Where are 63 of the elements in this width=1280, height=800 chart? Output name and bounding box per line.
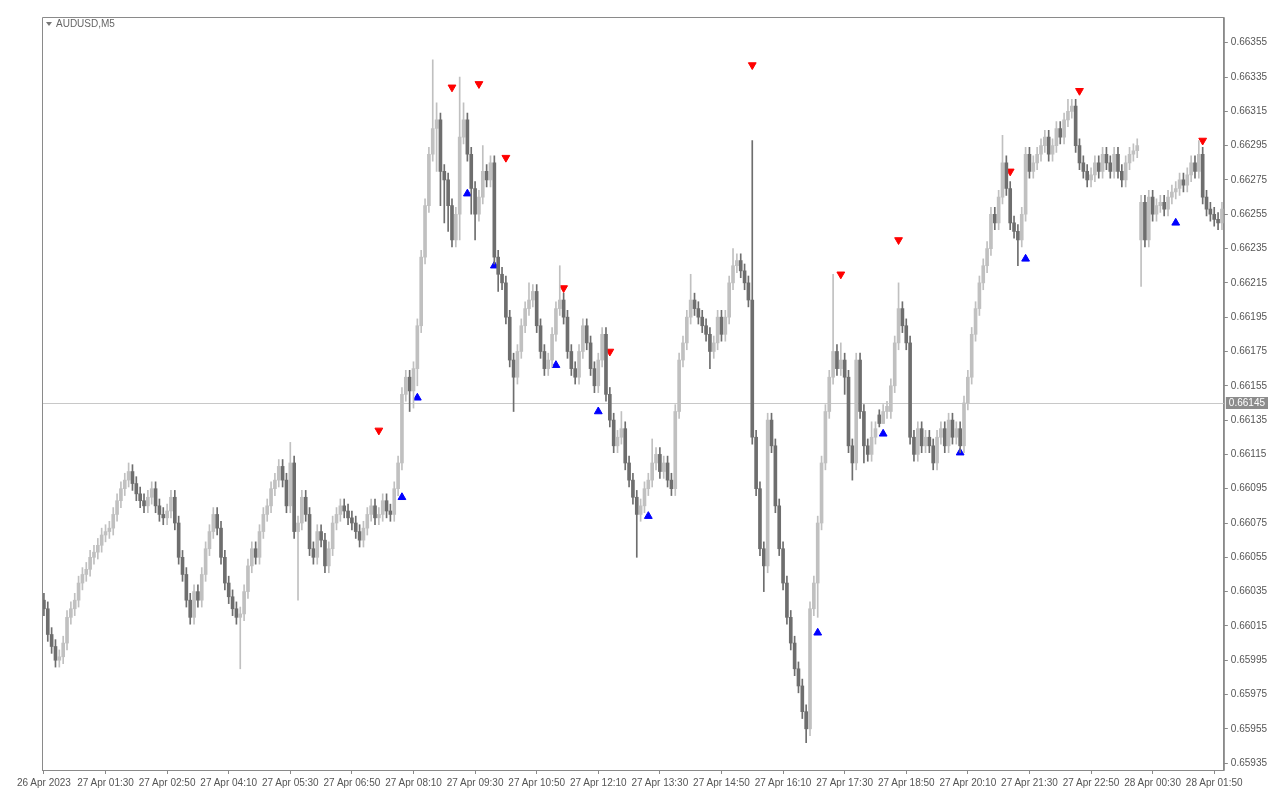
point xyxy=(1171,217,1181,226)
y-tick-label: 0.66315 xyxy=(1230,105,1268,117)
y-tick-label: 0.66255 xyxy=(1230,208,1268,220)
x-tick-label: 27 Apr 13:30 xyxy=(631,776,689,788)
x-tick-label: 28 Apr 01:50 xyxy=(1185,776,1244,788)
x-tick-label: 27 Apr 02:50 xyxy=(138,776,196,788)
x-tick-label: 27 Apr 20:10 xyxy=(939,776,997,788)
y-tick-label: 0.66075 xyxy=(1230,516,1268,528)
x-tick-label: 27 Apr 04:10 xyxy=(200,776,258,788)
x-tick-label: 27 Apr 14:50 xyxy=(693,776,751,788)
x-tick-label: 27 Apr 22:50 xyxy=(1062,776,1120,788)
x-tick-label: 27 Apr 10:50 xyxy=(508,776,566,788)
y-tick-label: 0.65935 xyxy=(1230,756,1268,768)
point xyxy=(1021,253,1030,262)
y-tick-label: 0.66355 xyxy=(1230,36,1268,48)
point xyxy=(501,154,511,163)
ref-line-label: 0.66145 xyxy=(1228,396,1266,408)
point xyxy=(374,427,384,436)
point xyxy=(836,271,846,280)
point xyxy=(747,62,757,71)
y-tick-label: 0.66235 xyxy=(1230,242,1268,254)
y-tick-label: 0.66215 xyxy=(1230,276,1268,288)
y-tick-label: 0.65975 xyxy=(1230,688,1268,700)
point xyxy=(813,627,823,636)
x-tick-label: 27 Apr 12:10 xyxy=(569,776,628,788)
x-tick-label: 27 Apr 08:10 xyxy=(385,776,443,788)
y-tick-label: 0.66055 xyxy=(1230,551,1268,563)
x-tick-label: 27 Apr 16:10 xyxy=(754,776,812,788)
point xyxy=(447,84,457,93)
x-tick-label: 27 Apr 01:30 xyxy=(77,776,135,788)
x-tick-label: 27 Apr 06:50 xyxy=(323,776,381,788)
point xyxy=(559,285,569,294)
y-tick-label: 0.66175 xyxy=(1230,345,1268,357)
x-tick-label: 27 Apr 21:30 xyxy=(1001,776,1059,788)
y-tick-label: 0.66135 xyxy=(1230,413,1268,425)
point xyxy=(462,188,472,197)
y-tick-label: 0.66295 xyxy=(1230,139,1268,151)
point xyxy=(894,237,903,245)
y-tick-label: 0.66015 xyxy=(1230,619,1268,631)
x-tick-label: 27 Apr 09:30 xyxy=(446,776,504,788)
x-tick-label: 27 Apr 17:30 xyxy=(816,776,874,788)
y-tick-label: 0.66195 xyxy=(1230,310,1268,322)
point xyxy=(878,428,888,437)
y-tick-label: 0.66035 xyxy=(1230,585,1268,597)
y-tick-label: 0.65995 xyxy=(1230,653,1268,665)
y-tick-label: 0.66335 xyxy=(1230,70,1268,82)
point xyxy=(643,511,653,519)
point xyxy=(551,360,561,368)
point xyxy=(474,81,484,89)
y-tick-label: 0.66155 xyxy=(1230,379,1268,391)
point xyxy=(1075,88,1084,96)
y-tick-label: 0.66115 xyxy=(1230,448,1267,460)
point xyxy=(1198,137,1208,146)
x-tick-label: 26 Apr 2023 xyxy=(16,776,72,788)
y-tick-label: 0.66095 xyxy=(1230,482,1268,494)
x-tick-label: 27 Apr 18:50 xyxy=(877,776,936,788)
x-tick-label: 28 Apr 00:30 xyxy=(1124,776,1182,788)
y-tick-label: 0.66275 xyxy=(1230,173,1268,185)
chart-title: AUDUSD,M5 xyxy=(56,18,115,29)
point xyxy=(397,492,407,501)
point xyxy=(593,406,603,415)
y-tick-label: 0.65955 xyxy=(1230,722,1268,734)
x-tick-label: 27 Apr 05:30 xyxy=(261,776,320,788)
